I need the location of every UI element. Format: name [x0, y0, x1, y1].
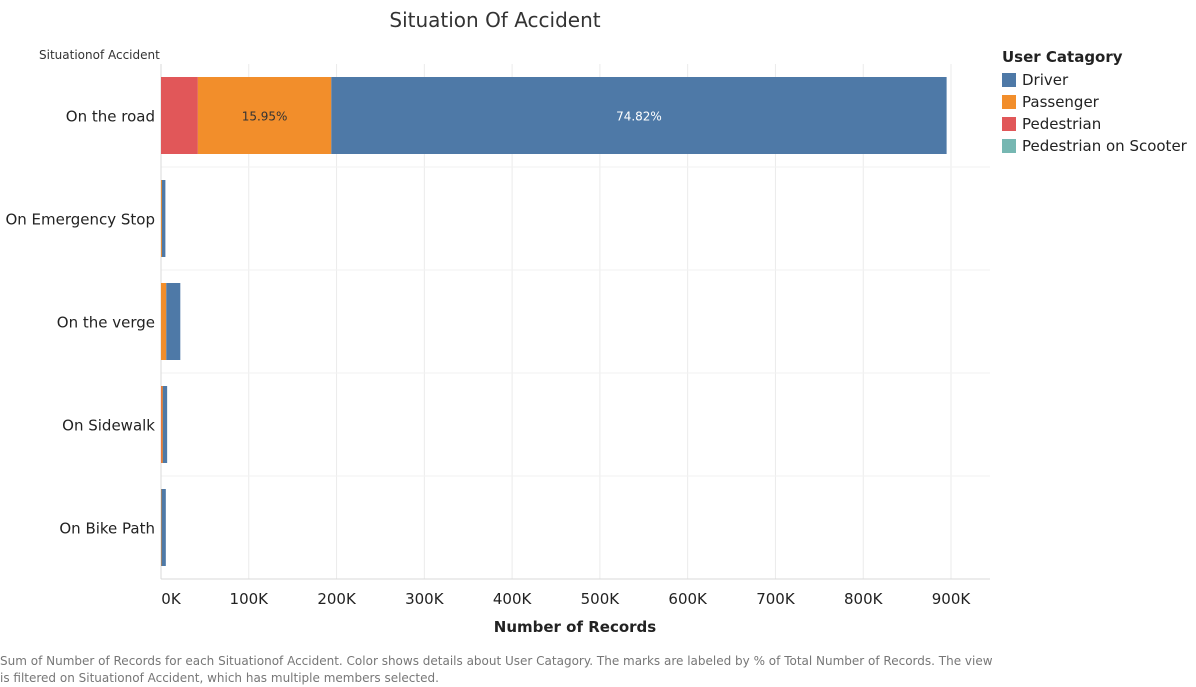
- bar-driver: [162, 386, 168, 463]
- category-label: On the road: [66, 108, 155, 126]
- bar-driver: [161, 489, 166, 566]
- x-tick-label: 100K: [230, 590, 270, 608]
- bar-driver: [166, 283, 181, 360]
- category-label: On the verge: [57, 314, 155, 332]
- bar-pedestrian: [161, 77, 198, 154]
- category-label: On Bike Path: [59, 520, 155, 538]
- legend-label: Driver: [1022, 71, 1069, 89]
- data-label: 74.82%: [616, 110, 662, 124]
- x-tick-label: 0K: [161, 590, 182, 608]
- row-header: Situationof Accident: [39, 48, 160, 62]
- legend-label: Passenger: [1022, 93, 1099, 111]
- x-tick-label: 500K: [581, 590, 621, 608]
- legend-swatch: [1002, 73, 1016, 87]
- x-tick-label: 200K: [317, 590, 357, 608]
- legend-label: Pedestrian on Scooter: [1022, 137, 1187, 155]
- x-tick-label: 400K: [493, 590, 533, 608]
- category-label: On Emergency Stop: [5, 211, 155, 229]
- bar-chart: On the road 15.95% 74.82% On Emergency Stop…: [5, 64, 990, 636]
- bar-passenger: [161, 386, 164, 463]
- x-tick-label: 300K: [405, 590, 445, 608]
- x-tick-label: 600K: [668, 590, 708, 608]
- legend-title: User Catagory: [1002, 48, 1123, 66]
- legend-item: Pedestrian on Scooter: [1002, 135, 1187, 157]
- legend: User Catagory Driver Passenger Pedestrian P…: [1002, 48, 1187, 157]
- footer-caption: Sum of Number of Records for each Situat…: [0, 654, 993, 685]
- data-label: 15.95%: [242, 110, 288, 124]
- legend-item: Driver: [1002, 69, 1187, 91]
- legend-item: Passenger: [1002, 91, 1187, 113]
- chart-title: Situation Of Accident: [389, 8, 601, 32]
- legend-swatch: [1002, 117, 1016, 131]
- x-tick-label: 800K: [844, 590, 884, 608]
- bar-driver: [331, 77, 947, 154]
- x-tick-label: 900K: [932, 590, 972, 608]
- x-tick-label: 700K: [756, 590, 796, 608]
- legend-label: Pedestrian: [1022, 115, 1102, 133]
- bar-passenger: [161, 283, 167, 360]
- category-label: On Sidewalk: [62, 417, 155, 435]
- bar-driver: [161, 180, 166, 257]
- bar-passenger: [197, 77, 332, 154]
- x-axis-title: Number of Records: [494, 618, 657, 636]
- legend-item: Pedestrian: [1002, 113, 1187, 135]
- legend-swatch: [1002, 95, 1016, 109]
- legend-swatch: [1002, 139, 1016, 153]
